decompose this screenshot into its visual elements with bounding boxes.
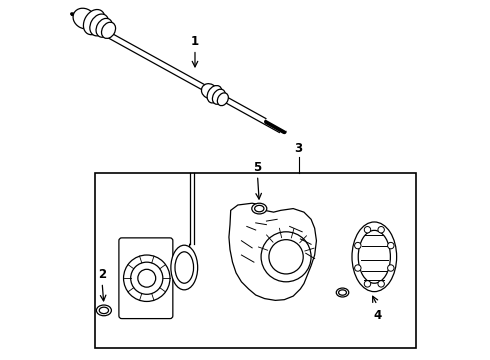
Bar	[95, 173, 416, 348]
Ellipse shape	[99, 307, 109, 314]
Ellipse shape	[255, 205, 264, 212]
Circle shape	[364, 226, 371, 233]
Text: 1: 1	[191, 35, 199, 48]
Ellipse shape	[207, 86, 222, 103]
Ellipse shape	[352, 222, 396, 292]
Polygon shape	[229, 203, 317, 300]
Text: 5: 5	[253, 161, 262, 174]
Circle shape	[378, 226, 384, 233]
Circle shape	[364, 281, 371, 287]
Ellipse shape	[201, 84, 217, 98]
Text: 4: 4	[373, 309, 381, 321]
Ellipse shape	[171, 245, 197, 290]
Text: 3: 3	[294, 142, 303, 155]
Text: 2: 2	[98, 268, 106, 281]
FancyBboxPatch shape	[119, 238, 173, 319]
Ellipse shape	[252, 203, 267, 214]
Circle shape	[388, 242, 394, 249]
Ellipse shape	[90, 14, 109, 36]
Circle shape	[388, 265, 394, 271]
Circle shape	[261, 232, 311, 282]
Ellipse shape	[101, 22, 116, 39]
Ellipse shape	[218, 93, 228, 105]
Ellipse shape	[83, 9, 105, 35]
Circle shape	[355, 265, 361, 271]
Ellipse shape	[73, 8, 96, 29]
Ellipse shape	[96, 18, 112, 37]
Ellipse shape	[213, 89, 225, 104]
Circle shape	[355, 242, 361, 249]
Ellipse shape	[339, 290, 346, 295]
Ellipse shape	[336, 288, 349, 297]
Circle shape	[378, 281, 384, 287]
Ellipse shape	[97, 305, 111, 316]
